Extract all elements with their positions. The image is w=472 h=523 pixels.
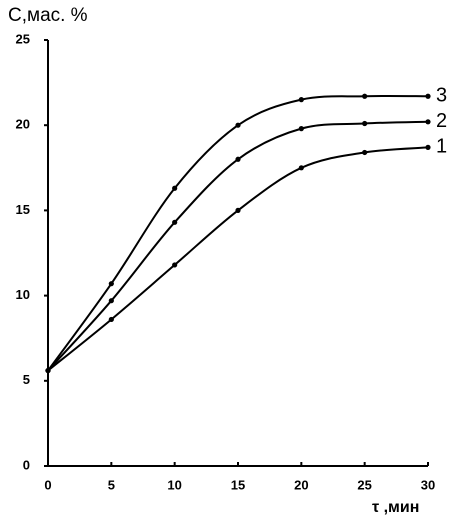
x-axis-label: τ ,мин (372, 499, 419, 516)
y-axis-label: С,мас. % (8, 5, 88, 26)
y-tick-label: 25 (16, 31, 30, 46)
data-point (425, 93, 431, 99)
y-tick-label: 5 (23, 372, 30, 387)
series-line (47, 94, 429, 372)
series-label: 3 (436, 85, 447, 107)
data-point (425, 119, 431, 125)
data-point (362, 149, 368, 156)
data-point (235, 122, 241, 128)
data-point (172, 262, 178, 268)
data-point (45, 367, 51, 374)
data-point (235, 156, 241, 162)
data-point (298, 97, 304, 103)
data-point (172, 219, 178, 225)
data-point (108, 281, 114, 287)
x-tick-label: 0 (44, 477, 51, 492)
data-point (298, 126, 304, 132)
series-label: 1 (436, 136, 447, 158)
x-tick-label: 25 (357, 477, 371, 492)
data-point (172, 185, 178, 191)
x-tick-label: 5 (108, 477, 115, 492)
x-tick-label: 30 (421, 477, 435, 492)
data-point (108, 298, 114, 304)
x-tick-label: 10 (167, 477, 181, 492)
y-tick-label: 0 (23, 457, 30, 472)
y-tick-label: 10 (16, 287, 30, 302)
data-point (425, 144, 431, 150)
data-point (298, 165, 304, 171)
data-point (362, 93, 368, 99)
y-tick-label: 20 (16, 117, 30, 132)
data-point (108, 316, 114, 323)
y-tick-label: 15 (16, 202, 30, 217)
series-label: 2 (436, 110, 447, 132)
data-point (235, 207, 241, 213)
x-tick-label: 20 (294, 477, 308, 492)
x-tick-label: 15 (231, 477, 245, 492)
data-point (362, 120, 368, 127)
series-line (47, 146, 429, 372)
